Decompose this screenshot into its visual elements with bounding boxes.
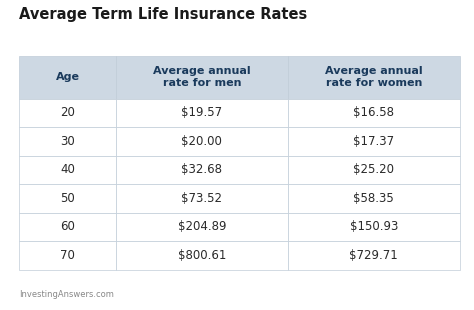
FancyBboxPatch shape	[288, 99, 460, 127]
FancyBboxPatch shape	[19, 127, 116, 156]
Text: $150.93: $150.93	[350, 220, 398, 233]
FancyBboxPatch shape	[288, 184, 460, 213]
Text: Average Term Life Insurance Rates: Average Term Life Insurance Rates	[19, 7, 307, 22]
FancyBboxPatch shape	[116, 99, 288, 127]
FancyBboxPatch shape	[288, 156, 460, 184]
FancyBboxPatch shape	[19, 99, 116, 127]
Text: $25.20: $25.20	[353, 163, 394, 176]
FancyBboxPatch shape	[288, 241, 460, 270]
Text: 60: 60	[60, 220, 75, 233]
Text: 20: 20	[60, 106, 75, 119]
FancyBboxPatch shape	[116, 56, 288, 99]
Text: $58.35: $58.35	[354, 192, 394, 205]
Text: $19.57: $19.57	[182, 106, 222, 119]
Text: $729.71: $729.71	[349, 249, 398, 262]
FancyBboxPatch shape	[116, 156, 288, 184]
Text: 50: 50	[60, 192, 75, 205]
Text: 70: 70	[60, 249, 75, 262]
Text: Average annual
rate for men: Average annual rate for men	[153, 66, 251, 88]
FancyBboxPatch shape	[19, 56, 116, 99]
FancyBboxPatch shape	[19, 241, 116, 270]
FancyBboxPatch shape	[116, 241, 288, 270]
Text: $204.89: $204.89	[178, 220, 226, 233]
Text: $32.68: $32.68	[182, 163, 222, 176]
FancyBboxPatch shape	[288, 213, 460, 241]
FancyBboxPatch shape	[19, 184, 116, 213]
Text: Average annual
rate for women: Average annual rate for women	[325, 66, 423, 88]
FancyBboxPatch shape	[19, 213, 116, 241]
Text: 40: 40	[60, 163, 75, 176]
Text: $73.52: $73.52	[182, 192, 222, 205]
Text: $16.58: $16.58	[353, 106, 394, 119]
FancyBboxPatch shape	[288, 127, 460, 156]
Text: $20.00: $20.00	[182, 135, 222, 148]
Text: $800.61: $800.61	[178, 249, 226, 262]
FancyBboxPatch shape	[116, 213, 288, 241]
FancyBboxPatch shape	[19, 156, 116, 184]
Text: $17.37: $17.37	[353, 135, 394, 148]
Text: InvestingAnswers.com: InvestingAnswers.com	[19, 290, 114, 299]
Text: Age: Age	[55, 72, 80, 82]
FancyBboxPatch shape	[288, 56, 460, 99]
FancyBboxPatch shape	[116, 127, 288, 156]
FancyBboxPatch shape	[116, 184, 288, 213]
Text: 30: 30	[60, 135, 75, 148]
